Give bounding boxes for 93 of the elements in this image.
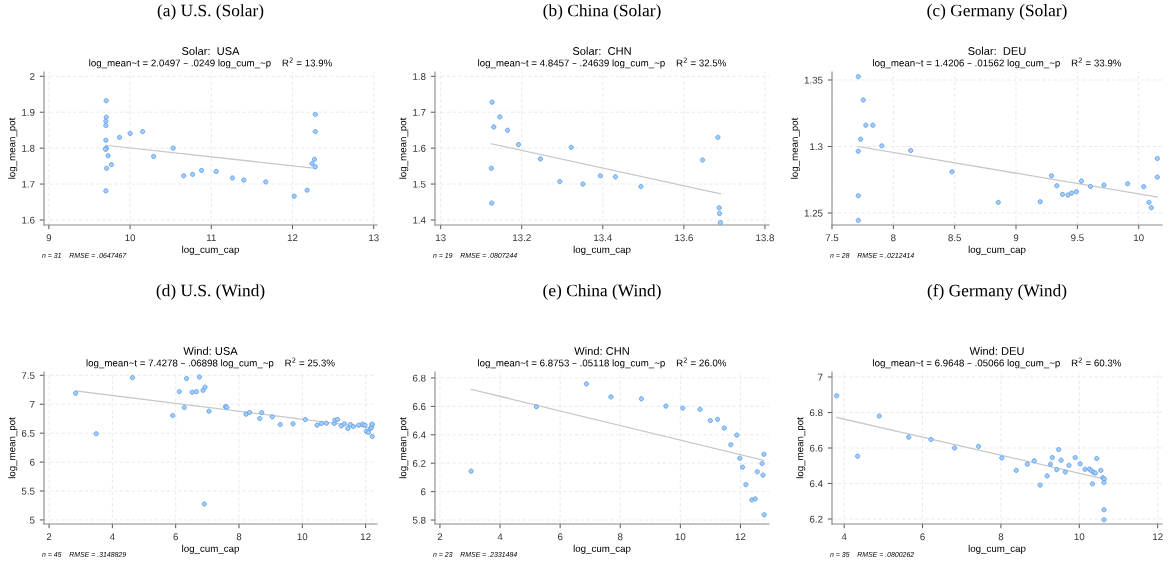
text: log_mean~t = 4.8457 – .24639 log_cum_~p R$^{2}$ = 32.5% (478, 57, 727, 69)
y-tick-label: 1.3 (810, 143, 823, 151)
x-axis-title: log_cum_cap (968, 245, 1026, 255)
x-tick-label: 8 (617, 533, 623, 541)
text: log_mean~t = 2.0497 – .0249 log_cum_~p R$^{2}$ = 13.9% (89, 57, 332, 69)
y-tick-label: 7 (818, 373, 823, 381)
x-tick-label: 6 (557, 533, 563, 541)
x-tick-label: 13.8 (756, 234, 774, 242)
x-axis-title: log_cum_cap (573, 544, 631, 554)
chart-title: (f) Germany (Wind) (927, 284, 1067, 300)
x-tick-label: 13.4 (594, 234, 612, 242)
x-tick-label: 8.5 (948, 234, 962, 242)
chart-subtitle: Solar: USA (181, 46, 240, 55)
chart-subtitle: Wind: DEU (969, 346, 1024, 355)
x-tick-label: 12 (735, 533, 746, 541)
x-tick-label: 12 (1153, 533, 1163, 541)
text: log_mean~t = 6.9648 – .05066 log_cum_~p R$^{2}$ = 60.3% (873, 357, 1122, 369)
y-tick-label: 6.2 (809, 515, 823, 523)
chart-title: (e) China (Wind) (543, 284, 661, 300)
y-axis-title: log_mean_pot (399, 417, 409, 479)
x-tick-label: 10 (675, 533, 686, 541)
x-tick-label: 13.2 (513, 234, 531, 242)
x-tick-label: 4 (497, 533, 503, 541)
y-axis-title: log_mean_pot (8, 117, 18, 179)
y-tick-label: 5.8 (412, 516, 426, 524)
y-tick-label: 1.5 (413, 180, 426, 188)
x-tick-label: 4 (109, 533, 115, 541)
y-axis-title: log_mean_pot (796, 417, 806, 479)
x-axis-title: log_cum_cap (182, 245, 240, 255)
x-tick-label: 10 (1134, 234, 1144, 242)
x-tick-label: 11 (207, 234, 216, 242)
x-tick-label: 7.5 (825, 234, 839, 242)
y-tick-label: 1.7 (413, 109, 426, 116)
x-tick-label: 13.6 (675, 234, 693, 242)
y-axis-title: log_mean_pot (8, 417, 18, 479)
y-tick-label: 1.25 (804, 209, 823, 217)
chart-subtitle: Wind: CHN (574, 346, 629, 355)
y-tick-label: 1.6 (413, 144, 426, 152)
y-tick-label: 5.5 (21, 487, 35, 495)
x-tick-label: 8 (998, 533, 1004, 541)
x-tick-label: 10 (125, 234, 136, 242)
y-tick-label: 6.2 (412, 459, 426, 467)
y-tick-label: 6.4 (809, 480, 823, 488)
y-tick-label: 1.35 (804, 76, 823, 84)
x-axis-title: log_cum_cap (182, 544, 240, 554)
y-axis-title: log_mean_pot (399, 117, 409, 179)
text: log_mean~t = 7.4278 – .06898 log_cum_~p R$^{2}$ = 25.3% (86, 357, 335, 369)
y-tick-label: 2 (30, 73, 35, 80)
y-tick-label: 1.7 (22, 180, 35, 188)
x-tick-label: 10 (297, 533, 308, 541)
y-tick-label: 6.8 (412, 374, 426, 382)
x-tick-label: 13 (369, 234, 379, 242)
chart-title: (c) Germany (Solar) (927, 4, 1067, 20)
x-tick-label: 9 (46, 234, 52, 242)
y-tick-label: 6 (30, 458, 35, 466)
x-tick-label: 9 (1013, 234, 1019, 242)
y-tick-label: 6.6 (809, 444, 823, 452)
x-axis-title: log_cum_cap (573, 245, 631, 255)
chart-subtitle: Solar: CHN (572, 46, 631, 55)
x-tick-label: 4 (841, 533, 847, 541)
chart-title: (b) China (Solar) (543, 4, 661, 20)
x-tick-label: 8 (236, 533, 242, 541)
y-tick-label: 1.9 (22, 108, 35, 116)
x-tick-label: 12 (360, 533, 371, 541)
y-tick-label: 5 (29, 516, 35, 524)
text: log_mean~t = 6.8753 – .05118 log_cum_~p R$^{2}$ = 26.0% (478, 357, 727, 369)
y-tick-label: 1.8 (413, 73, 426, 80)
x-tick-label: 8 (891, 234, 896, 242)
x-tick-label: 10 (1074, 533, 1085, 541)
chart-title: (a) U.S. (Solar) (157, 4, 264, 20)
x-axis-title: log_cum_cap (968, 544, 1026, 554)
y-tick-label: 6 (421, 488, 426, 496)
x-tick-label: 2 (437, 533, 443, 541)
x-tick-label: 13 (436, 234, 446, 242)
y-tick-label: 1.4 (413, 216, 426, 224)
y-axis-title: log_mean_pot (790, 117, 800, 179)
x-tick-label: 12 (287, 234, 298, 242)
text: log_mean~t = 1.4206 – .01562 log_cum_~p R$^{2}$ = 33.9% (873, 57, 1122, 69)
y-tick-label: 7.5 (21, 372, 35, 379)
chart-title: (d) U.S. (Wind) (156, 284, 265, 300)
y-tick-label: 6.8 (809, 409, 823, 417)
x-tick-label: 6 (920, 533, 925, 541)
y-tick-label: 6.5 (21, 429, 35, 437)
chart-subtitle: Solar: DEU (968, 46, 1026, 55)
x-tick-label: 6 (173, 533, 178, 541)
x-tick-label: 2 (46, 533, 52, 541)
y-tick-label: 1.6 (22, 216, 35, 224)
y-tick-label: 7 (30, 401, 35, 408)
y-tick-label: 1.8 (22, 144, 35, 152)
x-tick-label: 9.5 (1071, 234, 1084, 242)
y-tick-label: 6.6 (412, 403, 426, 410)
y-tick-label: 6.4 (412, 431, 426, 439)
chart-subtitle: Wind: USA (183, 346, 238, 355)
